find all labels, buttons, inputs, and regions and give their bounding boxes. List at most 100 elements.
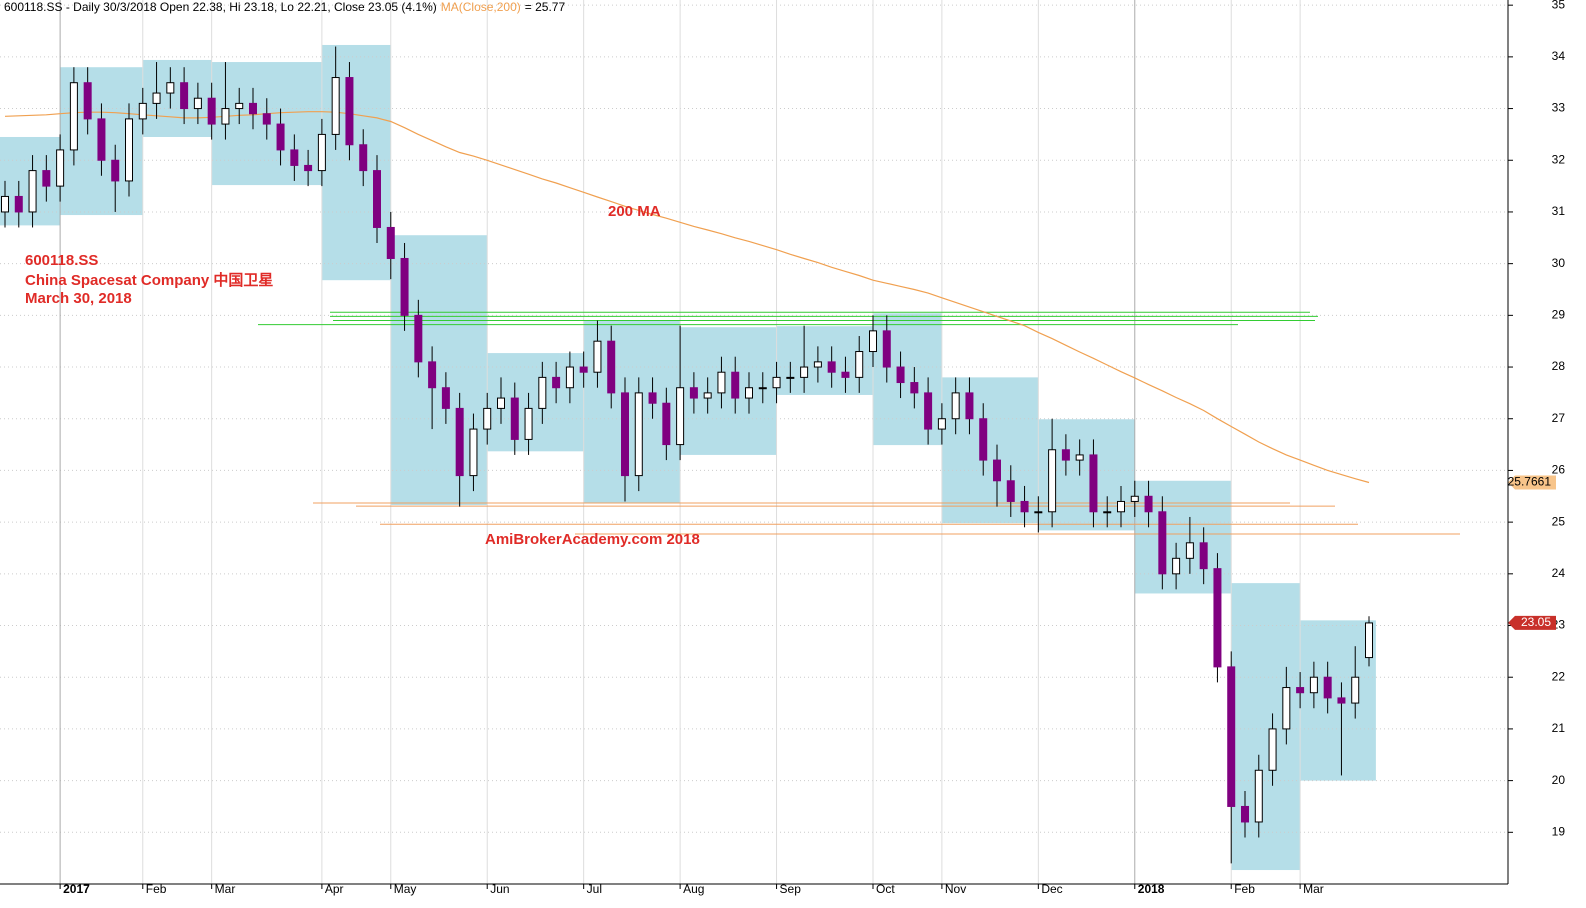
y-tick-label: 27	[1552, 411, 1566, 425]
candle-body	[717, 371, 726, 394]
candle-body	[648, 392, 657, 404]
candle-layer	[1, 46, 1373, 864]
candle-body	[689, 387, 698, 399]
x-tick-label: 2018	[1138, 882, 1165, 896]
candle-body	[538, 376, 547, 409]
candle-body	[937, 418, 946, 430]
candle-body	[249, 102, 257, 115]
candle-body	[56, 149, 65, 187]
level-layer	[4, 111, 1460, 535]
candle-body	[221, 108, 230, 125]
candle-body	[1323, 676, 1332, 699]
candle-body	[1268, 728, 1277, 771]
y-tick-label: 25	[1552, 514, 1566, 528]
candle-body	[1061, 449, 1070, 461]
y-tick-label: 24	[1552, 566, 1566, 580]
candle-body	[483, 407, 492, 430]
candle-body	[497, 397, 505, 409]
candle-body	[524, 407, 533, 440]
y-tick-label: 35	[1552, 0, 1566, 11]
y-tick-label: 32	[1552, 152, 1566, 166]
y-tick-label: 30	[1552, 256, 1566, 270]
candle-body	[869, 330, 877, 353]
candle-body	[262, 113, 271, 125]
candle-body	[1034, 511, 1043, 514]
candle-body	[345, 77, 354, 146]
candle-body	[235, 102, 244, 110]
value-tag	[1508, 615, 1556, 630]
x-tick-label: Aug	[683, 882, 704, 896]
candle-body	[1144, 495, 1153, 513]
header-ma-value: = 25.77	[525, 0, 566, 14]
x-tick-label: Feb	[146, 882, 167, 896]
company-annotation: China Spacesat Company 中国卫星	[25, 271, 273, 289]
x-tick-label: Mar	[1303, 882, 1324, 896]
x-tick-label: May	[394, 882, 417, 896]
value-tag-label: 25.7661	[1508, 475, 1552, 489]
candle-body	[1213, 568, 1222, 668]
candle-body	[1020, 500, 1029, 513]
candle-body	[97, 118, 106, 161]
candle-body	[1296, 687, 1305, 694]
candle-body	[1006, 480, 1015, 502]
candle-body	[1351, 676, 1360, 704]
candle-body	[676, 387, 685, 446]
x-tick-label: Apr	[325, 882, 344, 896]
candle-body	[993, 459, 1001, 482]
candle-body	[1, 195, 9, 213]
candle-body	[69, 82, 78, 151]
candle-body	[125, 118, 133, 182]
candle-body	[290, 149, 299, 166]
candle-body	[579, 366, 588, 373]
candle-body	[924, 392, 933, 430]
candle-body	[469, 428, 478, 477]
candle-body	[510, 397, 519, 440]
candle-body	[1117, 500, 1125, 513]
y-tick-label: 33	[1552, 101, 1566, 115]
candle-body	[855, 351, 864, 378]
candle-body	[111, 159, 120, 182]
candle-body	[83, 82, 92, 120]
candle-body	[1158, 511, 1167, 575]
ticker-annotation: 600118.SS	[25, 252, 98, 269]
candle-body	[758, 387, 767, 390]
candle-body	[138, 102, 147, 120]
candle-body	[455, 407, 464, 477]
candle-body	[1075, 454, 1084, 461]
x-tick-label: Jul	[587, 882, 602, 896]
y-tick-label: 29	[1552, 308, 1566, 322]
candle-body	[1254, 769, 1263, 823]
candle-body	[359, 144, 368, 172]
candle-body	[428, 361, 437, 389]
candle-body	[276, 123, 285, 151]
candle-body	[813, 361, 822, 368]
value-tag-label: 23.05	[1521, 615, 1551, 629]
candle-body	[593, 340, 602, 373]
candle-body	[841, 371, 850, 378]
ma-line	[4, 111, 1370, 484]
date-annotation: March 30, 2018	[25, 290, 132, 307]
candle-body	[166, 82, 175, 94]
header-text: 600118.SS - Daily 30/3/2018 Open 22.38, …	[4, 0, 437, 14]
candle-body	[317, 133, 326, 172]
candle-body	[1089, 454, 1098, 513]
candle-body	[965, 392, 974, 420]
candle-body	[621, 392, 629, 477]
x-tick-label: Sep	[780, 882, 802, 896]
y-tick-label: 28	[1552, 359, 1566, 373]
y-tick-label: 21	[1552, 721, 1566, 735]
candle-body	[979, 418, 988, 461]
x-tick-label: Dec	[1041, 882, 1062, 896]
y-tick-label: 31	[1552, 204, 1566, 218]
candle-body	[1282, 687, 1291, 730]
x-tick-label: Oct	[876, 882, 895, 896]
y-tick-label: 22	[1552, 669, 1566, 683]
candle-body	[745, 387, 753, 399]
x-tick-label: Mar	[215, 882, 236, 896]
y-tick-label: 26	[1552, 463, 1566, 477]
x-tick-label: Feb	[1234, 882, 1255, 896]
candle-body	[180, 82, 189, 110]
candle-body	[1048, 449, 1057, 513]
